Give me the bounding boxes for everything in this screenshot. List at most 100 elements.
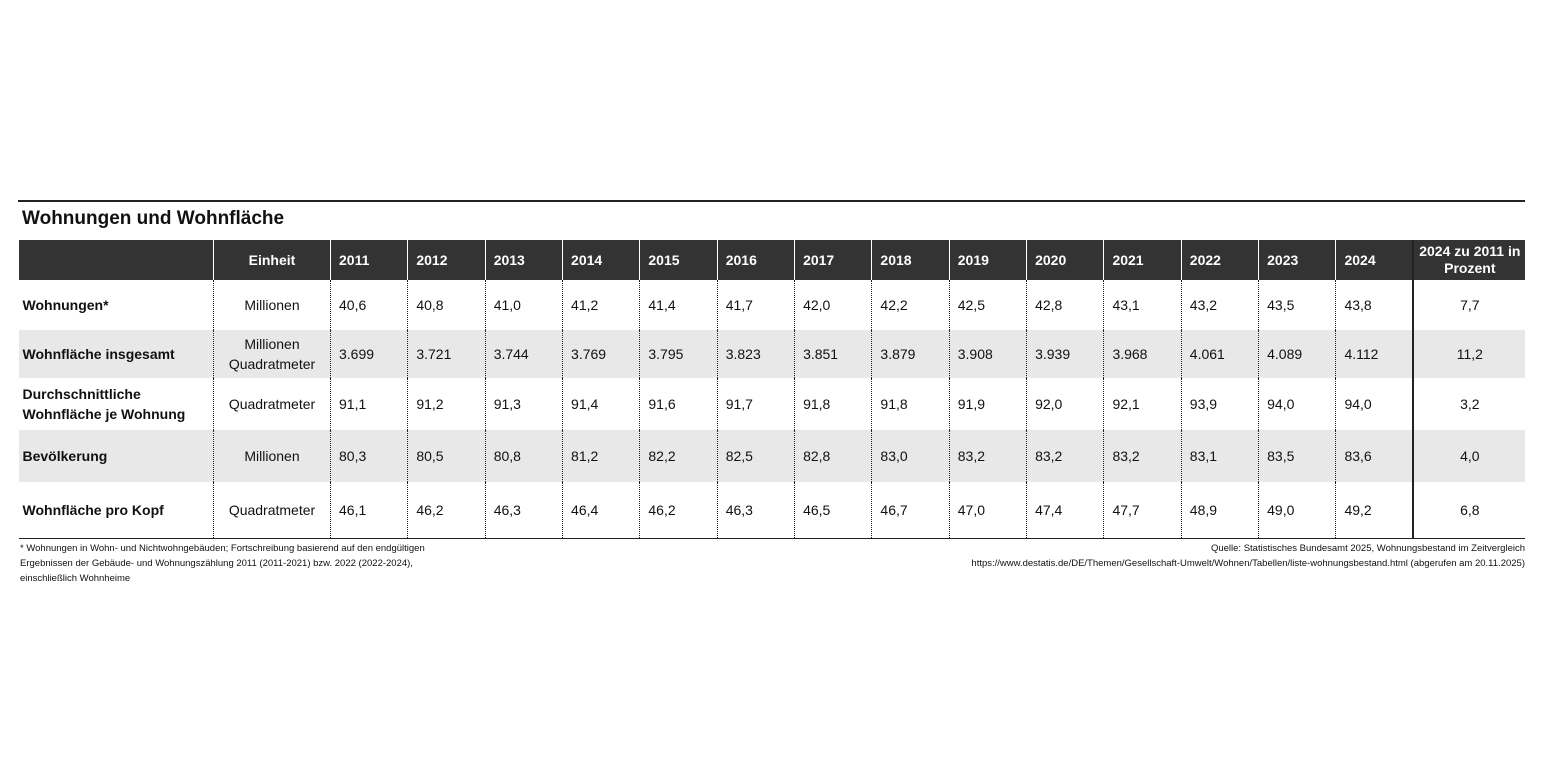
value-cell: 3.939 [1026,330,1104,378]
value-cell: 41,0 [484,280,563,330]
value-cell: 94,0 [1258,378,1336,430]
unit-cell: Quadratmeter [213,378,331,430]
header-cell: 2023 [1258,240,1336,280]
value-cell: 49,0 [1258,482,1336,539]
value-cell: 3.823 [716,330,795,378]
header-cell: Einheit [213,240,331,280]
value-cell: 47,0 [948,482,1027,539]
value-cell: 83,2 [1026,430,1104,482]
header-cell: 2022 [1180,240,1259,280]
value-cell: 3.908 [948,330,1027,378]
header-cell: 2021 [1103,240,1182,280]
table-row: Durchschnittliche Wohnfläche je Wohnung Q… [19,378,1526,430]
value-cell: 82,5 [716,430,795,482]
value-cell: 46,1 [329,482,408,539]
value-cell: 82,8 [794,430,872,482]
header-cell [18,240,214,280]
change-cell: 4,0 [1412,430,1526,482]
value-cell: 46,5 [794,482,872,539]
value-cell: 93,9 [1180,378,1259,430]
value-cell: 94,0 [1335,378,1414,430]
value-cell: 43,5 [1258,280,1336,330]
value-cell: 46,2 [407,482,486,539]
table-row: Wohnfläche pro Kopf Quadratmeter 46,1 46,2 4… [18,482,1526,539]
value-cell: 81,2 [562,430,640,482]
row-label: Durchschnittliche Wohnfläche je Wohnung [22,386,186,422]
value-cell: 83,1 [1180,430,1259,482]
value-cell: 91,1 [329,378,408,430]
value-cell: 42,5 [948,280,1027,330]
value-cell: 3.769 [562,330,640,378]
change-cell: 3,2 [1412,378,1526,430]
header-cell: 2011 [329,240,408,280]
value-cell: 49,2 [1335,482,1414,539]
value-cell: 47,4 [1026,482,1104,539]
value-cell: 46,3 [484,482,563,539]
table-panel: Wohnungen und Wohnfläche Einheit 2011 2012… [18,200,1526,539]
value-cell: 92,0 [1026,378,1104,430]
value-cell: 4.061 [1180,330,1259,378]
value-cell: 80,8 [484,430,563,482]
value-cell: 42,0 [794,280,872,330]
source: Quelle: Statistisches Bundesamt 2025, Wo… [971,541,1525,571]
value-cell: 83,2 [1103,430,1182,482]
header-cell: 2019 [948,240,1027,280]
unit-cell: Quadratmeter [213,482,331,539]
value-cell: 91,7 [716,378,795,430]
change-cell: 7,7 [1412,280,1526,330]
row-label: Wohnfläche pro Kopf [18,482,214,539]
value-cell: 80,3 [329,430,408,482]
change-cell: 11,2 [1412,330,1526,378]
row-label: Bevölkerung [18,430,214,482]
unit-cell: Millionen [213,280,331,330]
value-cell: 4.112 [1335,330,1414,378]
header-cell: 2016 [716,240,795,280]
value-cell: 3.744 [484,330,563,378]
value-cell: 83,2 [948,430,1027,482]
row-label: Wohnungen* [22,297,109,313]
change-cell: 6,8 [1412,482,1526,539]
value-cell: 3.721 [407,330,486,378]
header-cell: 2018 [871,240,950,280]
header-cell: 2024 zu 2011 in Prozent [1412,240,1526,280]
header-cell: 2013 [484,240,563,280]
value-cell: 3.795 [639,330,718,378]
value-cell: 43,1 [1103,280,1182,330]
value-cell: 4.089 [1258,330,1336,378]
value-cell: 46,3 [716,482,795,539]
value-cell: 41,4 [639,280,718,330]
value-cell: 46,7 [871,482,950,539]
table-row: Wohnfläche insgesamt Millionen Quadratmet… [18,330,1526,378]
source-line: Quelle: Statistisches Bundesamt 2025, Wo… [1210,543,1525,554]
table-row: Wohnungen* Millionen 40,6 40,8 41,0 41,2 41,4 4… [19,280,1526,330]
table-row: Bevölkerung Millionen 80,3 80,5 80,8 81,2 82,2… [18,430,1526,482]
value-cell: 91,9 [948,378,1027,430]
value-cell: 3.968 [1103,330,1182,378]
value-cell: 41,7 [716,280,795,330]
value-cell: 42,2 [871,280,950,330]
value-cell: 40,8 [407,280,486,330]
value-cell: 91,8 [794,378,872,430]
header-cell: 2020 [1026,240,1104,280]
source-line: https://www.destatis.de/DE/Themen/Gesell… [971,558,1525,569]
header-cell: 2024 [1335,240,1414,280]
header-cell: 2017 [794,240,872,280]
value-cell: 91,6 [639,378,718,430]
value-cell: 91,3 [484,378,563,430]
value-cell: 83,5 [1258,430,1336,482]
value-cell: 3.699 [329,330,408,378]
header-row: Einheit 2011 2012 2013 2014 2015 2016 2017 2018 2… [18,240,1526,280]
header-cell: 2012 [407,240,486,280]
value-cell: 40,6 [329,280,408,330]
value-cell: 82,2 [639,430,718,482]
value-cell: 46,4 [562,482,640,539]
unit-cell: Millionen [213,430,331,482]
value-cell: 92,1 [1103,378,1182,430]
value-cell: 91,8 [871,378,950,430]
value-cell: 47,7 [1103,482,1182,539]
value-cell: 42,8 [1026,280,1104,330]
value-cell: 80,5 [407,430,486,482]
value-cell: 43,2 [1180,280,1259,330]
unit-cell: Millionen Quadratmeter [213,330,331,378]
